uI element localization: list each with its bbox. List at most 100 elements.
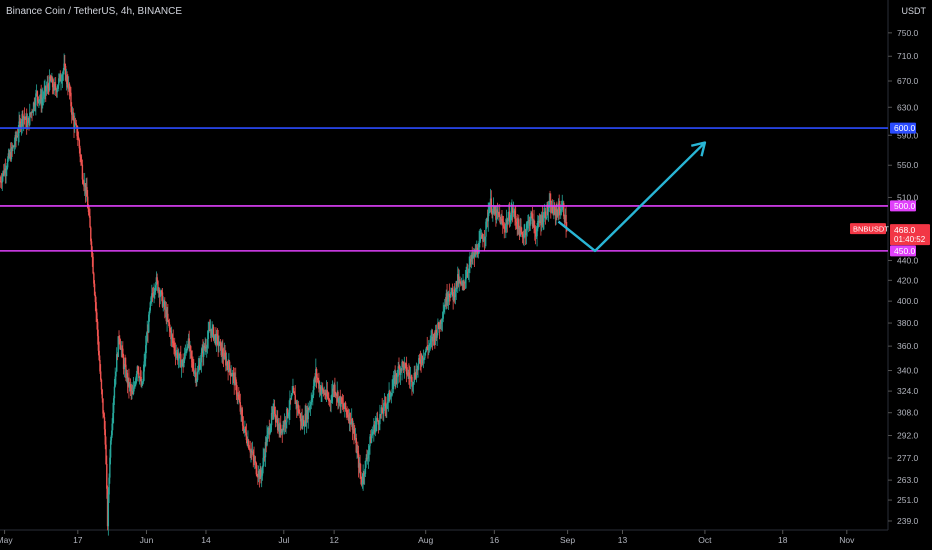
candle-body bbox=[287, 414, 290, 417]
candle-body bbox=[468, 264, 470, 272]
candle-body bbox=[130, 387, 132, 392]
candle-body bbox=[504, 228, 506, 230]
candle-body bbox=[505, 224, 507, 230]
candle-body bbox=[305, 410, 308, 424]
candle-body bbox=[532, 219, 534, 227]
candle-body bbox=[394, 374, 396, 384]
candle-body bbox=[433, 334, 435, 336]
candle-body bbox=[224, 352, 226, 357]
candle-body bbox=[3, 168, 6, 175]
candle-body bbox=[51, 78, 54, 88]
candle-body bbox=[310, 400, 312, 405]
candle-body bbox=[92, 256, 94, 274]
time-axis[interactable]: May 17 Jun 14 Jul 12 Aug 16 Sep 13 Oct 18 Nov bbox=[0, 530, 855, 545]
candle-body bbox=[511, 207, 513, 213]
candle-body bbox=[274, 413, 277, 419]
level-axis-label: 450.0 bbox=[894, 246, 916, 256]
candle-body bbox=[190, 350, 193, 359]
candle-body bbox=[85, 187, 87, 194]
candle-body bbox=[86, 187, 88, 197]
candle-body bbox=[206, 347, 208, 349]
horizontal-levels[interactable] bbox=[0, 127, 888, 252]
candle-body bbox=[243, 429, 245, 432]
candle-body bbox=[309, 404, 312, 407]
candle-body bbox=[254, 461, 257, 463]
candle-body bbox=[71, 106, 73, 115]
symbol-tag bbox=[850, 223, 886, 235]
currency-badge[interactable]: USDT bbox=[901, 6, 927, 16]
level-axis-tag[interactable] bbox=[890, 200, 916, 212]
candle-body bbox=[409, 376, 412, 379]
candle-body bbox=[154, 285, 157, 291]
candle-body bbox=[520, 226, 522, 232]
candle-body bbox=[138, 372, 140, 379]
candle-body bbox=[406, 374, 409, 376]
candle-body bbox=[258, 470, 261, 479]
candle-body bbox=[219, 341, 221, 346]
candle-body bbox=[354, 438, 357, 439]
candle-body bbox=[54, 83, 56, 87]
candle-body bbox=[66, 75, 68, 84]
level-axis-tag[interactable] bbox=[890, 245, 916, 257]
candle-body bbox=[38, 99, 41, 100]
candle-body bbox=[399, 367, 401, 375]
candle-body bbox=[302, 420, 305, 427]
candle-body bbox=[376, 417, 379, 421]
candle-body bbox=[280, 428, 283, 434]
candle-body bbox=[426, 347, 428, 349]
candle-body bbox=[296, 401, 298, 408]
candle-body bbox=[244, 427, 247, 433]
candle-body bbox=[209, 329, 211, 332]
candle-body bbox=[155, 277, 158, 286]
candle-body bbox=[61, 80, 63, 81]
candle-body bbox=[119, 344, 122, 350]
symbol-tag-label: BNBUSDT bbox=[853, 225, 889, 234]
level-axis-tag[interactable] bbox=[890, 122, 916, 134]
candle-body bbox=[220, 342, 222, 356]
candle-body bbox=[193, 372, 196, 374]
candle-body bbox=[154, 290, 156, 292]
candle-body bbox=[379, 414, 381, 425]
candle-body bbox=[17, 133, 20, 137]
projection-arrow[interactable] bbox=[557, 141, 707, 253]
candle-body bbox=[183, 360, 185, 367]
candle-body bbox=[486, 218, 489, 222]
candle-body bbox=[12, 146, 14, 149]
last-price-tag bbox=[890, 224, 930, 246]
y-tick-label: 550.0 bbox=[897, 160, 919, 170]
candle-body bbox=[112, 413, 114, 424]
candle-body bbox=[563, 216, 566, 223]
y-tick-label: 324.0 bbox=[897, 386, 919, 396]
candle-body bbox=[29, 112, 32, 115]
candle-body bbox=[441, 318, 444, 321]
candle-body bbox=[262, 457, 264, 467]
candle-body bbox=[51, 78, 53, 83]
candle-body bbox=[501, 218, 503, 222]
arrow-head[interactable] bbox=[690, 141, 707, 157]
candle-body bbox=[124, 364, 126, 365]
candle-body bbox=[158, 289, 161, 298]
price-axis[interactable]: 239.0 251.0 263.0 277.0 292.0 308.0 324.0 340.0… bbox=[888, 28, 919, 526]
candle-body bbox=[284, 419, 287, 425]
candle-body bbox=[267, 431, 269, 436]
candle-body bbox=[111, 423, 113, 436]
candle-body bbox=[122, 357, 125, 370]
candle-body bbox=[84, 183, 87, 194]
arrow-path[interactable] bbox=[557, 141, 706, 253]
candle-body bbox=[543, 215, 545, 222]
candle-body bbox=[268, 428, 270, 434]
candle-body bbox=[362, 472, 364, 483]
candle-body bbox=[281, 428, 283, 433]
candle-body bbox=[387, 394, 390, 402]
candle-body bbox=[496, 209, 499, 213]
candle-body bbox=[57, 85, 59, 89]
last-price-marker: 468.001:40:52 BNBUSDT bbox=[850, 223, 930, 246]
candle-body bbox=[275, 418, 277, 423]
candle-body bbox=[252, 451, 254, 457]
candle-body bbox=[356, 450, 358, 453]
candle-body bbox=[547, 204, 549, 212]
candle-body bbox=[376, 417, 378, 422]
candle-body bbox=[277, 424, 280, 431]
candle-body bbox=[163, 301, 165, 304]
